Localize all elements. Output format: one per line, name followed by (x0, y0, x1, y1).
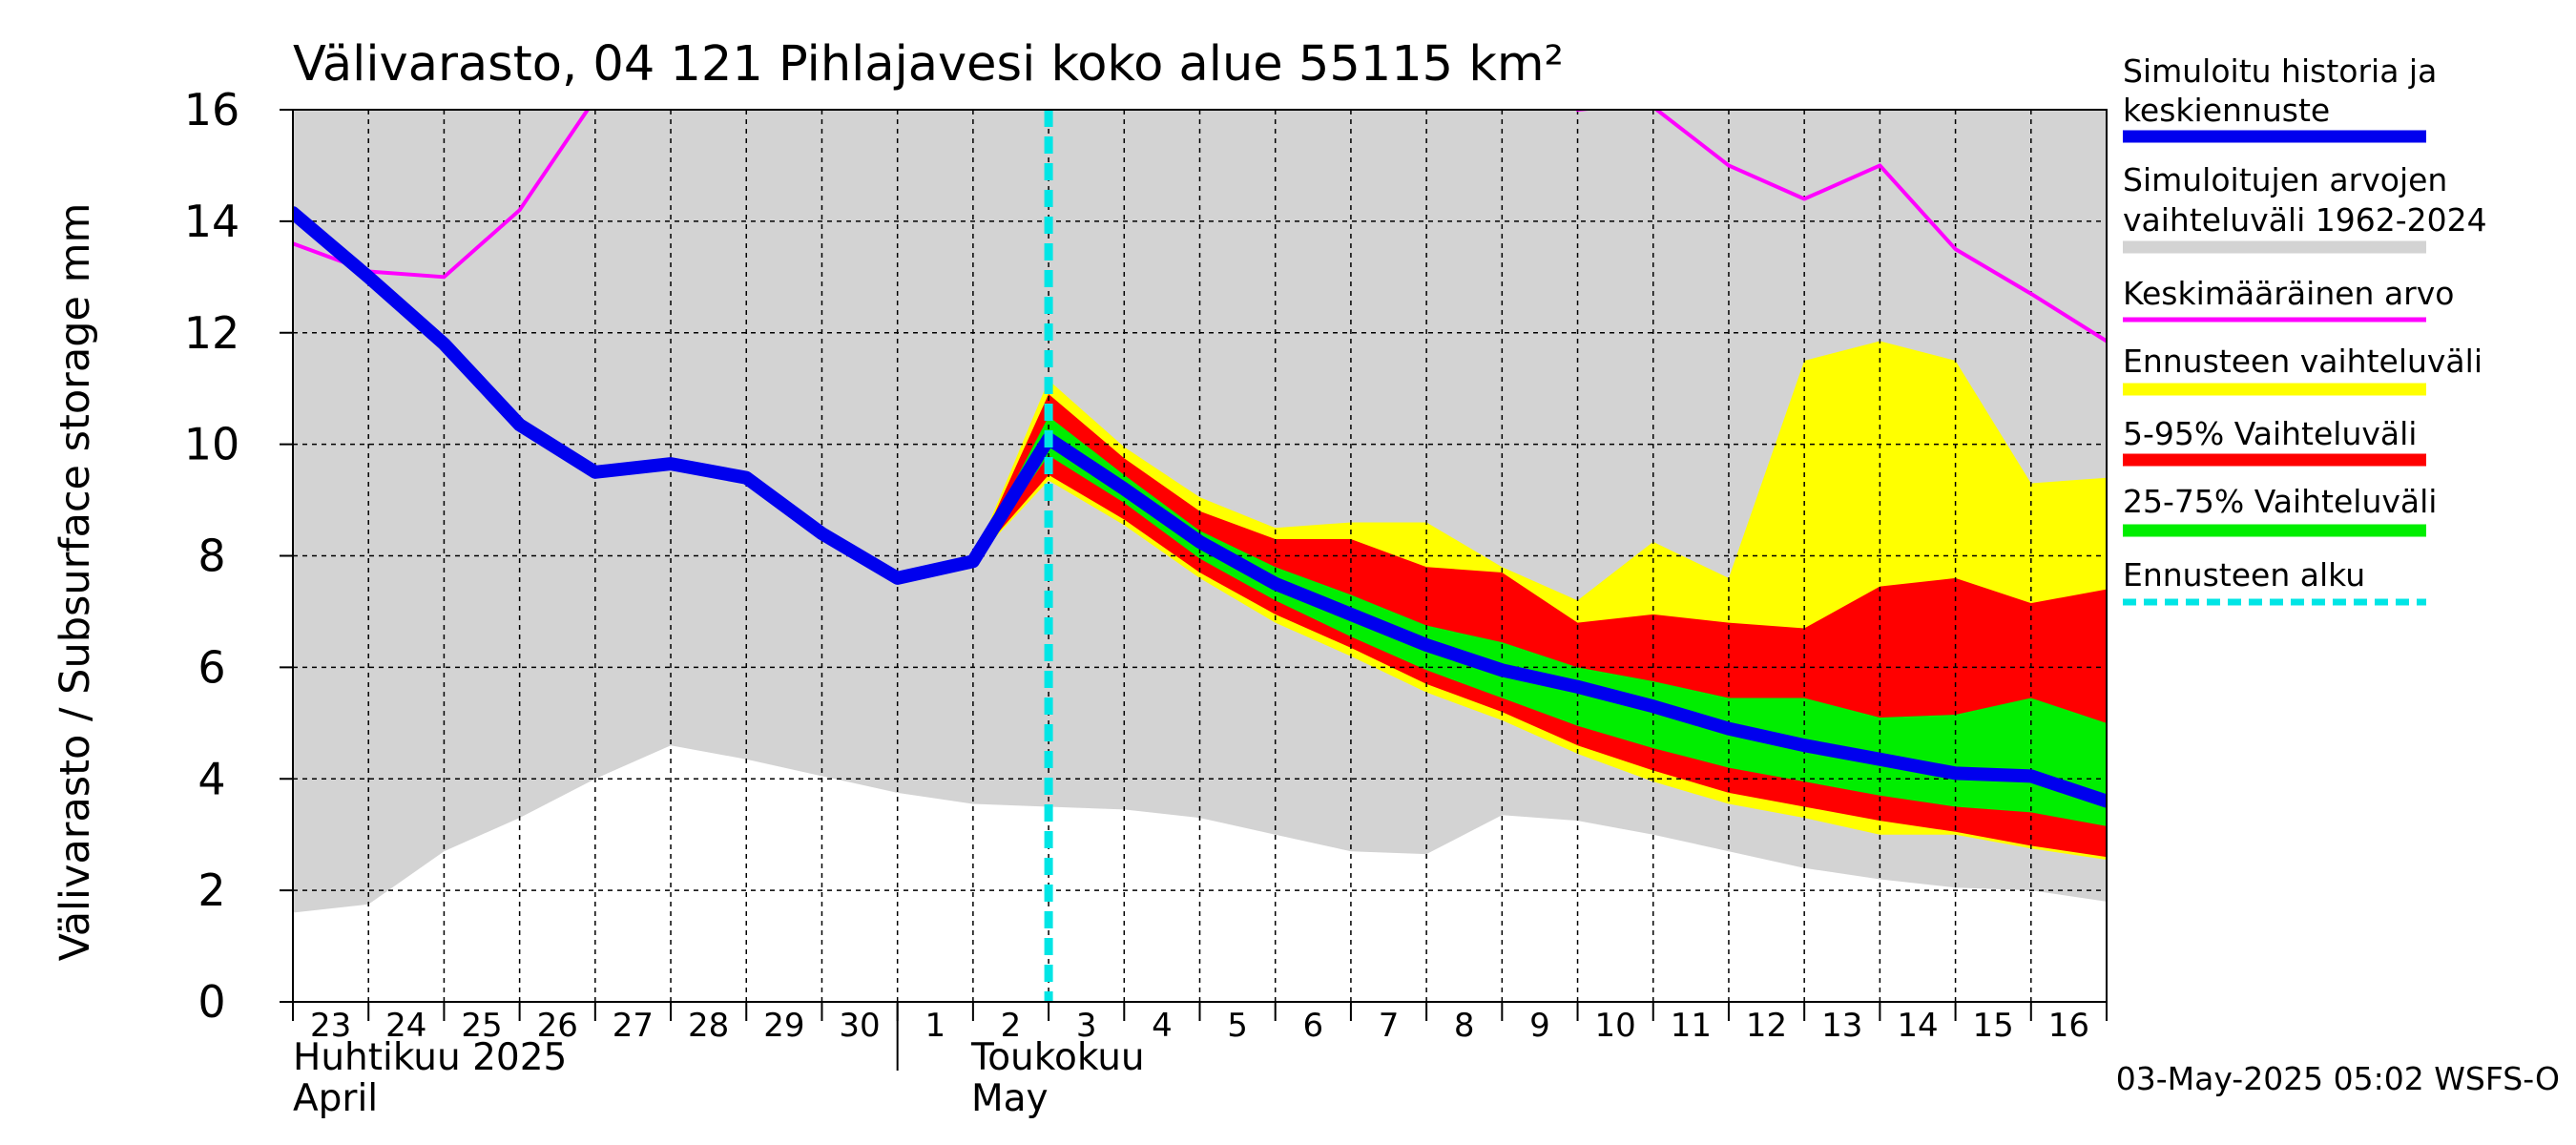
y-tick-label: 0 (197, 976, 225, 1028)
y-tick-label: 14 (184, 196, 240, 247)
legend-label-forecast-start: Ennusteen alku (2123, 556, 2365, 593)
month-label-april-fi: Huhtikuu 2025 (293, 1036, 567, 1079)
x-tick-label-day: 14 (1897, 1007, 1938, 1045)
month-label-april-en: April (293, 1077, 378, 1120)
legend-label-history-line2: keskiennuste (2123, 92, 2330, 129)
y-tick-label: 4 (197, 753, 225, 804)
legend-label-5-95: 5-95% Vaihteluväli (2123, 415, 2417, 452)
band-25-75-vaihteluv-li (972, 416, 2107, 826)
grid-layer (293, 110, 2107, 1002)
y-tick-label: 8 (197, 531, 225, 582)
legend-label-mean: Keskimääräinen arvo (2123, 275, 2454, 312)
chart-title: Välivarasto, 04 121 Pihlajavesi koko alu… (293, 36, 1564, 93)
x-tick-label-day: 6 (1302, 1007, 1323, 1045)
x-tick-label-day: 11 (1671, 1007, 1712, 1045)
month-label-may-en: May (971, 1077, 1049, 1120)
y-tick-label: 6 (197, 641, 225, 693)
x-tick-label-day: 9 (1529, 1007, 1550, 1045)
x-tick-label-day: 30 (839, 1007, 880, 1045)
y-tick-label: 12 (184, 307, 240, 359)
legend-label-range-line1: Simuloitujen arvojen (2123, 161, 2447, 198)
x-tick-label-day: 25 (461, 1007, 502, 1045)
legend-label-25-75: 25-75% Vaihteluväli (2123, 483, 2437, 520)
x-tick-label-day: 15 (1973, 1007, 2014, 1045)
legend-label-forecast-range: Ennusteen vaihteluväli (2123, 343, 2483, 380)
month-label-may-fi: Toukokuu (970, 1036, 1145, 1079)
y-tick-label: 16 (184, 84, 240, 135)
x-tick-label-day: 3 (1076, 1007, 1097, 1045)
footer-timestamp: 03-May-2025 05:02 WSFS-O (2116, 1060, 2560, 1097)
x-tick-label-day: 27 (613, 1007, 654, 1045)
history-forecast-line (293, 206, 2107, 808)
x-tick-label-day: 1 (924, 1007, 945, 1045)
x-tick-label-day: 28 (688, 1007, 729, 1045)
x-tick-label-day: 16 (2048, 1007, 2089, 1045)
x-tick-label-day: 7 (1379, 1007, 1400, 1045)
x-tick-label-day: 10 (1595, 1007, 1636, 1045)
x-tick-label-day: 5 (1227, 1007, 1248, 1045)
legend-label-history-line1: Simuloitu historia ja (2123, 52, 2437, 90)
mean-line (1653, 110, 2107, 344)
x-tick-label-day: 4 (1152, 1007, 1173, 1045)
x-tick-label-day: 29 (763, 1007, 804, 1045)
y-tick-label: 2 (197, 864, 225, 916)
x-tick-label-day: 8 (1454, 1007, 1475, 1045)
x-tick-label-day: 24 (385, 1007, 426, 1045)
x-tick-label-day: 13 (1821, 1007, 1862, 1045)
lines-layer (293, 110, 2107, 808)
x-tick-label-day: 12 (1746, 1007, 1787, 1045)
y-tick-label: 10 (184, 419, 240, 470)
x-tick-label-day: 2 (1001, 1007, 1022, 1045)
legend-label-range-line2: vaihteluväli 1962-2024 (2123, 201, 2487, 239)
x-tick-label-day: 26 (537, 1007, 578, 1045)
legend (2123, 130, 2426, 606)
y-axis-label: Välivarasto / Subsurface storage mm (52, 203, 99, 962)
x-tick-label-day: 23 (310, 1007, 351, 1045)
